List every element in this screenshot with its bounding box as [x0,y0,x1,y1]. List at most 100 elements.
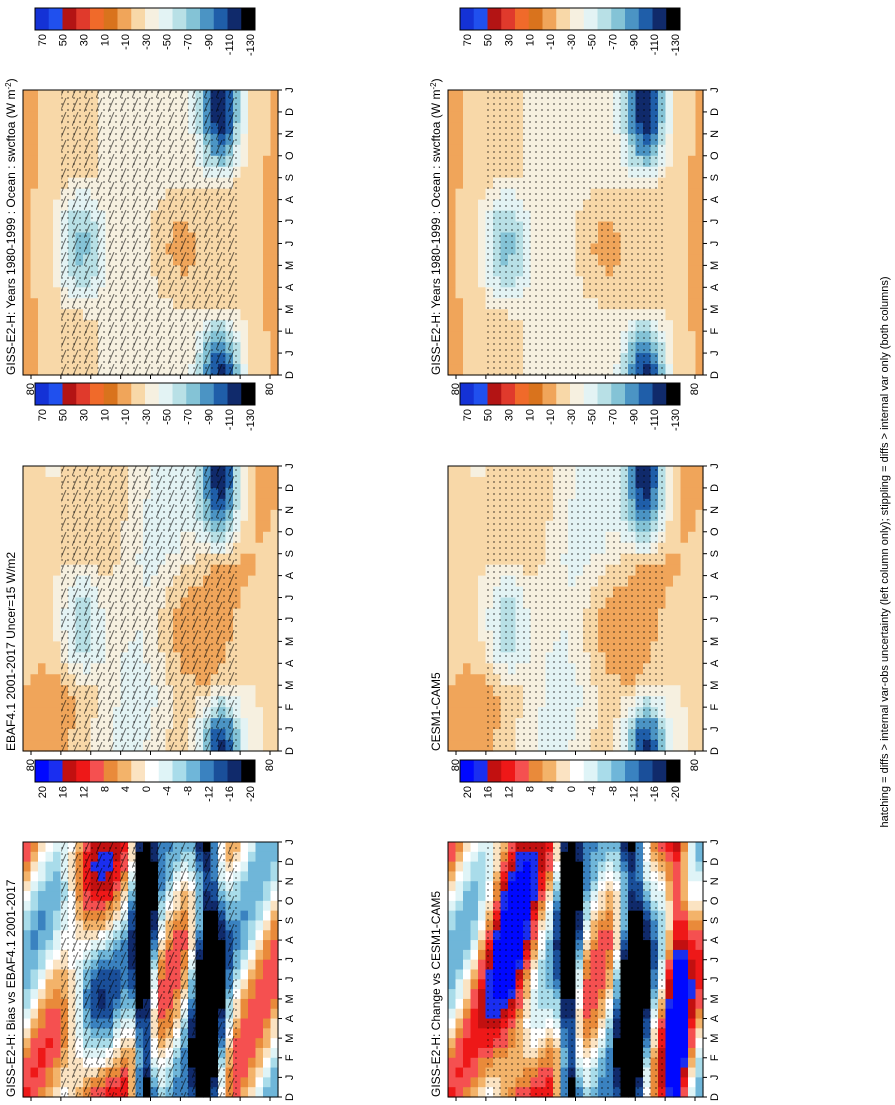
heatmap-cell [263,949,272,961]
heatmap-cell [263,177,272,190]
heatmap-cell [38,144,47,157]
heatmap-cell [248,188,257,201]
heatmap-cell [240,575,249,588]
heatmap-cell [463,564,472,577]
heatmap-cell [45,871,54,882]
heatmap-cell [23,487,32,500]
month-tick-label: D [284,747,296,755]
heatmap-cell [665,254,674,266]
heatmap-cell [23,155,32,168]
heatmap-cell [673,466,682,478]
colorbar-tick-label: -70 [608,409,620,425]
month-tick-label: A [709,195,721,203]
heatmap-cell [455,586,464,599]
month-tick-label: N [284,130,296,138]
heatmap-cell [665,487,674,500]
heatmap-cell [680,133,689,146]
colorbar-cells [35,8,256,30]
heatmap-cell [665,707,674,719]
heatmap-cell [695,144,704,157]
heatmap-cell [688,553,697,566]
heatmap-cell [30,989,39,1000]
heatmap-cell [695,133,704,146]
colorbar-tick-label: 50 [58,409,70,421]
heatmap-cell [463,652,472,664]
colorbar-swatch [515,760,530,782]
heatmap-cell [45,1087,54,1098]
heatmap-cell [45,265,54,277]
heatmap-cell [455,133,464,146]
colorbar-swatch [487,760,502,782]
heatmap-cell [23,298,32,310]
heatmap-cell [470,979,479,990]
heatmap-cell [470,166,479,179]
heatmap-cell [53,707,62,719]
heatmap-cell [23,133,32,146]
heatmap-cell [478,674,487,686]
heatmap-cell [240,487,249,500]
heatmap-cell [478,842,487,853]
heatmap-cell [53,1018,62,1029]
heatmap-cell [53,619,62,632]
heatmap-cell [673,90,682,102]
heatmap-cell [255,674,264,686]
colorbar-frame [459,382,681,406]
heatmap-cell [695,608,704,621]
heatmap-cell [53,144,62,157]
heatmap-cell [255,861,264,873]
heatmap-cell [673,177,682,190]
heatmap-cell [23,564,32,577]
heatmap-cell [45,1018,54,1029]
heatmap-cell [240,696,249,708]
month-tick-label: M [284,261,296,270]
heatmap-cell [45,881,54,892]
heatmap-cell [263,188,272,201]
heatmap-cell [688,652,697,664]
heatmap-cell [478,553,487,566]
heatmap-cell [263,881,272,892]
heatmap-cell [45,90,54,102]
heatmap-cell [673,619,682,632]
heatmap-cell [448,630,457,642]
heatmap-cell [45,920,54,931]
heatmap-cell [478,122,487,135]
heatmap-cell [23,998,32,1010]
month-tick-label: M [709,681,721,690]
heatmap-cell [448,111,457,124]
heatmap-cell [240,959,249,971]
heatmap-cell [665,674,674,686]
heatmap-cell [680,309,689,321]
heatmap-cell [255,509,264,522]
heatmap-cell [255,586,264,599]
heatmap-cell [263,276,272,288]
heatmap-cell [463,542,472,555]
heatmap-cell [478,851,487,863]
heatmap-cell [665,586,674,599]
month-tick-label: A [709,571,721,579]
heatmap-cell [688,476,697,489]
heatmap-cell [463,111,472,124]
heatmap-cell [45,199,54,212]
heatmap-cell [240,199,249,212]
heatmap-cell [248,122,257,135]
heatmap-cell [665,342,674,354]
colorbar-tick-labels: 20 16 12 8 4 0 -4 -8 -12 -16 -20 [37,786,257,802]
heatmap-cell [248,531,257,544]
heatmap-cell [665,243,674,256]
heatmap-cell [38,342,47,354]
heatmap-cell [695,331,704,343]
heatmap-cell [665,133,674,146]
heatmap-cell [478,608,487,621]
heatmap-cell [688,597,697,610]
heatmap-cell [470,696,479,708]
heatmap-cell [248,586,257,599]
colorbar-frame [459,759,681,783]
heatmap-cell [240,287,249,299]
heatmap-cell [470,487,479,500]
colorbar-tick-labels: 70 50 30 10 -10 -30 -50 -70 -90 -110 -130 [37,409,257,431]
heatmap-cell [448,861,457,873]
heatmap-cell [463,100,472,113]
heatmap-cell [248,619,257,632]
heatmap-cell [680,718,689,730]
heatmap-cell [455,729,464,741]
